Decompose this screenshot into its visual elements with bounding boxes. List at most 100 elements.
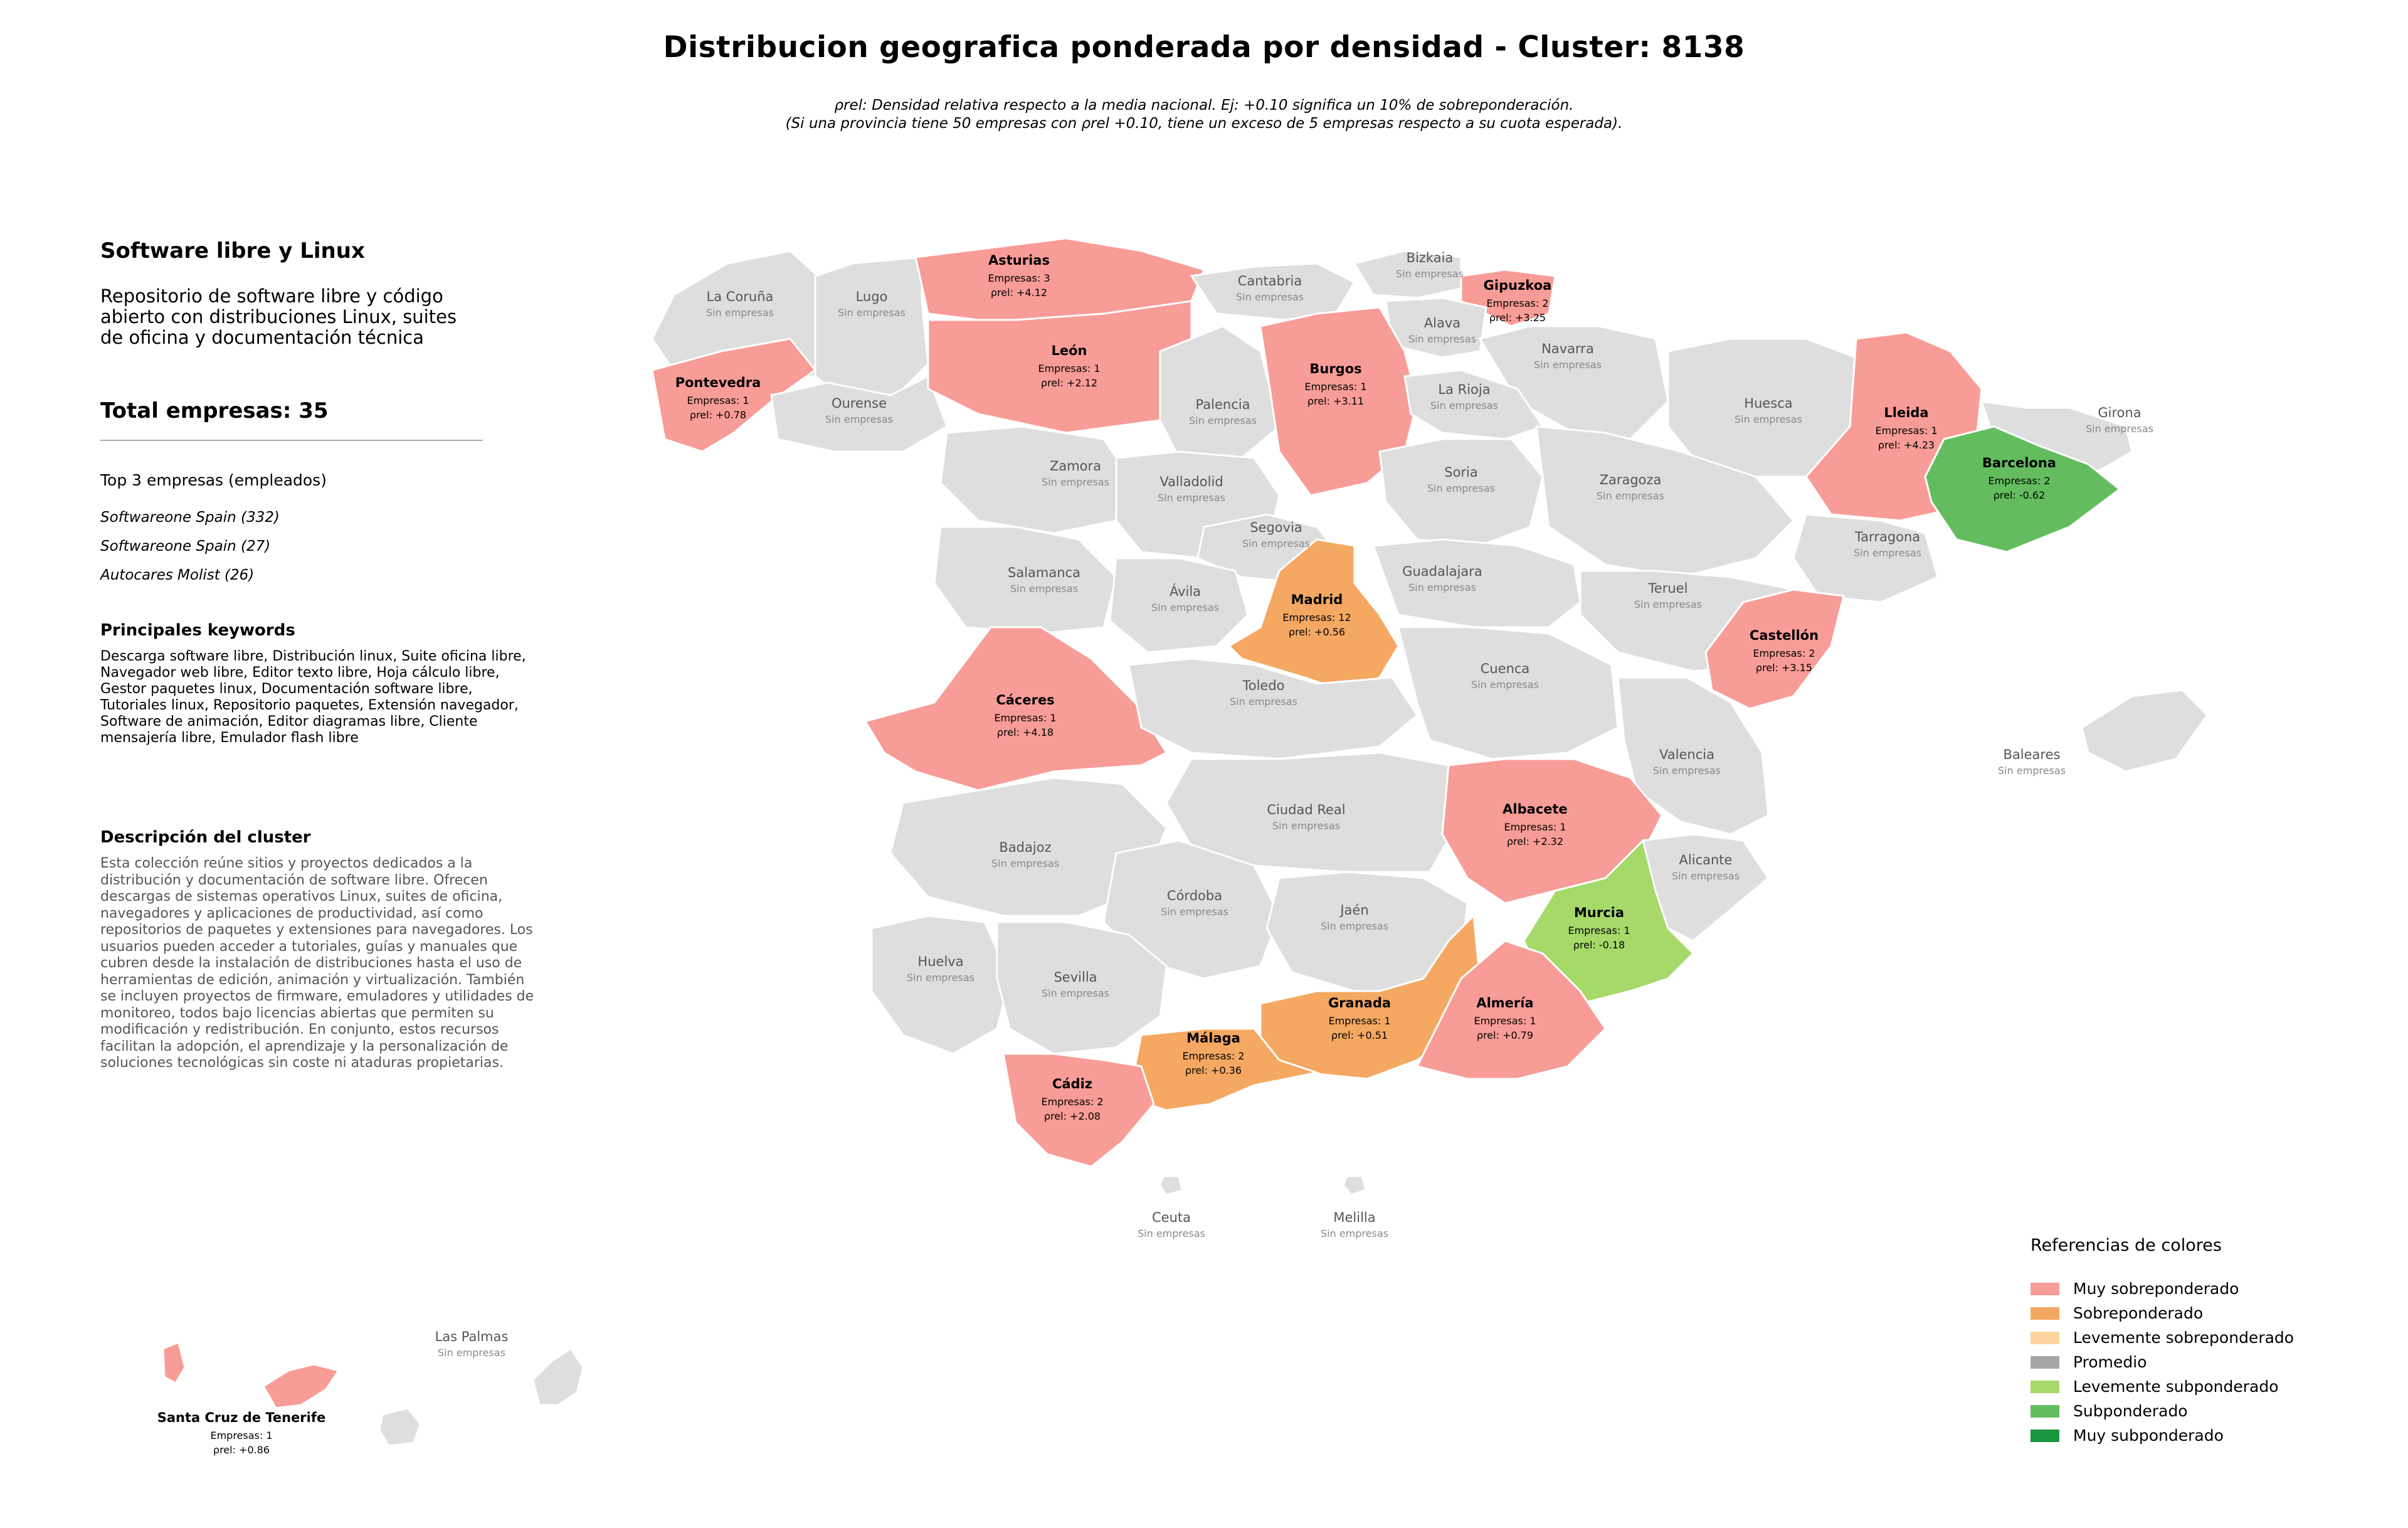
province-none-jaen: Sin empresas: [1321, 920, 1388, 932]
province-label-madrid: Madrid: [1291, 592, 1343, 607]
province-label-guadalajara: Guadalajara: [1402, 564, 1482, 579]
province-label-navarra: Navarra: [1541, 341, 1594, 356]
province-label-zamora: Zamora: [1050, 459, 1101, 474]
province-label-teruel: Teruel: [1648, 581, 1688, 596]
province-none-zamora: Sin empresas: [1042, 476, 1109, 488]
province-burgos: [1259, 306, 1418, 497]
legend-swatch: [2030, 1282, 2059, 1295]
province-label-ourense: Ourense: [832, 396, 887, 411]
province-empresas-asturias: Empresas: 3: [988, 272, 1050, 284]
province-none-ciudad-real: Sin empresas: [1272, 820, 1340, 832]
province-none-alava: Sin empresas: [1408, 333, 1476, 345]
province-rho-madrid: ρrel: +0.56: [1289, 626, 1345, 638]
province-label-salamanca: Salamanca: [1008, 565, 1080, 580]
legend-label: Sobreponderado: [2073, 1304, 2204, 1322]
province-none-sevilla: Sin empresas: [1042, 987, 1109, 999]
keywords-text: Descarga software libre, Distribución li…: [100, 649, 526, 746]
province-none-cantabria: Sin empresas: [1236, 291, 1304, 303]
cluster-summary: Repositorio de software libre y código a…: [100, 285, 457, 348]
province-empresas-castellon: Empresas: 2: [1753, 647, 1815, 659]
legend-swatch: [2030, 1404, 2059, 1418]
legend-swatch: [2030, 1429, 2059, 1442]
province-none-melilla: Sin empresas: [1321, 1228, 1388, 1239]
province-label-avila: Ávila: [1170, 583, 1201, 599]
province-label-leon: León: [1051, 343, 1087, 358]
province-rho-malaga: ρrel: +0.36: [1185, 1064, 1242, 1076]
province-cadiz: [1002, 1053, 1155, 1168]
legend-item: Levemente subponderado: [2030, 1374, 2382, 1399]
color-legend: Referencias de colores Muy sobreponderad…: [2030, 1236, 2382, 1448]
province-rho-cadiz: ρrel: +2.08: [1044, 1110, 1101, 1122]
province-label-asturias: Asturias: [988, 253, 1050, 268]
province-zaragoza: [1535, 425, 1795, 578]
province-label-valencia: Valencia: [1659, 747, 1714, 762]
province-rho-asturias: ρrel: +4.12: [991, 287, 1047, 299]
province-label-alicante: Alicante: [1679, 852, 1733, 867]
province-las-palmas: [378, 1407, 421, 1447]
province-label-tarragona: Tarragona: [1854, 529, 1920, 544]
province-valencia: [1617, 676, 1770, 836]
province-cantabria: [1190, 262, 1356, 321]
province-none-soria: Sin empresas: [1427, 482, 1495, 494]
province-none-la-coruna: Sin empresas: [706, 307, 774, 319]
province-avila: [1109, 557, 1249, 654]
province-empresas-granada: Empresas: 1: [1328, 1015, 1390, 1027]
province-none-cuenca: Sin empresas: [1471, 679, 1539, 691]
province-none-girona: Sin empresas: [2086, 423, 2153, 435]
province-label-jaen: Jaén: [1339, 903, 1368, 918]
province-none-valladolid: Sin empresas: [1158, 492, 1225, 504]
province-palencia: [1159, 325, 1281, 459]
legend-label: Levemente subponderado: [2073, 1377, 2279, 1396]
province-empresas-malaga: Empresas: 2: [1182, 1050, 1244, 1062]
province-label-zaragoza: Zaragoza: [1600, 472, 1662, 487]
province-toledo: [1127, 657, 1418, 760]
top-company-2: Softwareone Spain (27): [100, 538, 271, 554]
legend-item: Sobreponderado: [2030, 1301, 2382, 1325]
province-label-melilla: Melilla: [1333, 1210, 1375, 1225]
province-none-lugo: Sin empresas: [838, 307, 906, 319]
legend-swatch: [2030, 1307, 2059, 1320]
total-companies: Total empresas: 35: [100, 398, 483, 441]
province-label-huelva: Huelva: [917, 954, 963, 969]
province-label-ceuta: Ceuta: [1152, 1210, 1191, 1225]
province-label-ciudad-real: Ciudad Real: [1267, 802, 1345, 817]
province-empresas-barcelona: Empresas: 2: [1988, 475, 2050, 487]
province-la-rioja: [1403, 369, 1545, 440]
province-rho-lleida: ρrel: +4.23: [1878, 439, 1935, 451]
province-label-alava: Alava: [1424, 316, 1460, 331]
province-none-avila: Sin empresas: [1151, 602, 1219, 613]
province-label-albacete: Albacete: [1502, 802, 1568, 817]
province-none-teruel: Sin empresas: [1634, 598, 1702, 610]
province-empresas-gipuzkoa: Empresas: 2: [1486, 297, 1548, 309]
province-label-cantabria: Cantabria: [1238, 273, 1302, 289]
legend-swatch: [2030, 1331, 2059, 1344]
province-none-ceuta: Sin empresas: [1138, 1228, 1205, 1239]
description-text: Esta colección reúne sitios y proyectos …: [100, 856, 534, 1071]
province-label-soria: Soria: [1444, 465, 1478, 480]
province-barcelona: [1924, 425, 2121, 553]
province-label-las-palmas: Las Palmas: [435, 1329, 509, 1344]
province-ciudad-real: [1165, 751, 1456, 873]
province-labels: La Coruña Sin empresas Lugo Sin empresas Ast…: [157, 250, 2153, 1456]
province-rho-albacete: ρrel: +2.32: [1507, 836, 1563, 847]
province-rho-santa-cruz-de-tenerife: ρrel: +0.86: [213, 1444, 270, 1456]
legend-item: Muy sobreponderado: [2030, 1276, 2382, 1301]
legend-label: Subponderado: [2073, 1402, 2188, 1420]
legend-label: Muy sobreponderado: [2073, 1280, 2239, 1298]
top-company-1: Softwareone Spain (332): [100, 509, 280, 526]
province-label-la-rioja: La Rioja: [1438, 382, 1490, 397]
province-rho-burgos: ρrel: +3.11: [1307, 395, 1364, 407]
chart-title: Distribucion geografica ponderada por de…: [663, 30, 1745, 65]
province-none-bizkaia: Sin empresas: [1396, 268, 1464, 280]
province-label-malaga: Málaga: [1186, 1031, 1240, 1046]
province-label-barcelona: Barcelona: [1982, 455, 2056, 470]
legend-item: Promedio: [2030, 1350, 2382, 1374]
province-none-ourense: Sin empresas: [825, 413, 893, 425]
legend-label: Levemente sobreponderado: [2073, 1329, 2294, 1347]
province-lugo: [814, 256, 929, 403]
province-empresas-madrid: Empresas: 12: [1282, 612, 1351, 623]
province-empresas-cadiz: Empresas: 2: [1041, 1096, 1103, 1108]
province-label-gipuzkoa: Gipuzkoa: [1484, 278, 1552, 293]
province-label-castellon: Castellón: [1750, 628, 1819, 643]
